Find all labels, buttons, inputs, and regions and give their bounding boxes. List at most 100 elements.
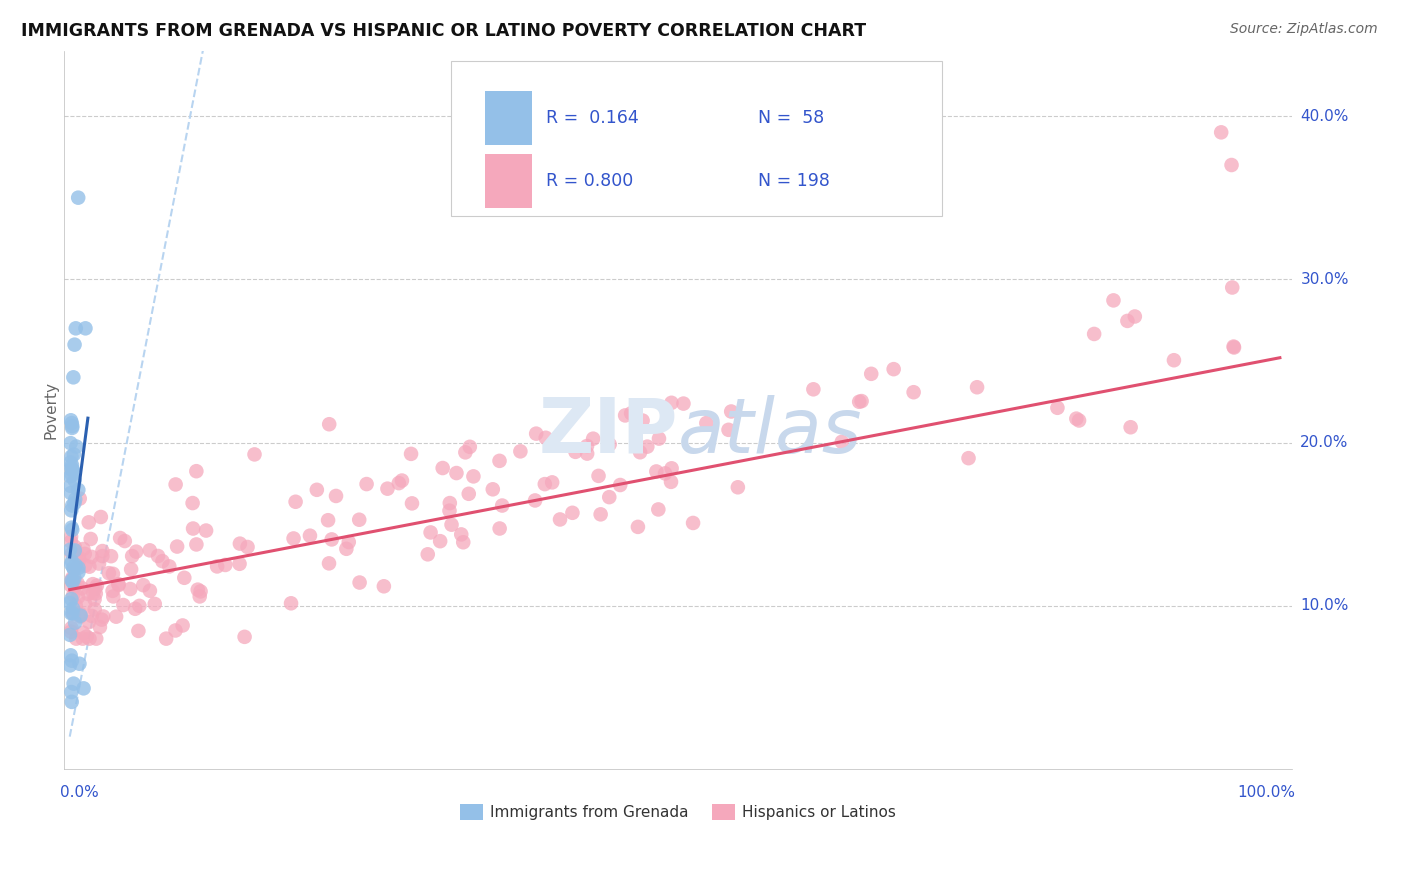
Point [349, 575, 371, 590]
Point [67, 550, 90, 565]
Point [416, 547, 439, 561]
Point [720, 404, 742, 418]
Point [62, 676, 84, 690]
Point [72, 541, 94, 556]
Point [59, 658, 82, 673]
Point [60, 547, 83, 561]
Point [143, 597, 166, 611]
Point [114, 534, 136, 549]
Point [429, 534, 451, 549]
Point [831, 434, 853, 449]
Y-axis label: Poverty: Poverty [44, 381, 58, 439]
Point [576, 439, 599, 453]
Point [59, 456, 82, 470]
Point [59, 624, 82, 639]
Point [69, 607, 91, 621]
Point [103, 590, 125, 604]
Point [91, 609, 114, 624]
Point [62, 607, 84, 621]
Point [63, 562, 86, 576]
Point [87, 557, 110, 571]
Text: 0.0%: 0.0% [60, 785, 98, 800]
Point [60, 450, 83, 464]
Point [67, 590, 90, 604]
Point [457, 487, 479, 501]
Point [1211, 125, 1233, 139]
Point [63, 337, 86, 351]
Point [67, 483, 90, 497]
Point [337, 535, 360, 549]
Point [125, 544, 148, 558]
Point [1116, 314, 1139, 328]
Point [541, 475, 564, 490]
Point [848, 394, 870, 409]
Point [67, 566, 90, 580]
Point [440, 517, 463, 532]
Point [59, 606, 82, 620]
Point [165, 477, 187, 491]
Point [59, 542, 82, 557]
Point [69, 609, 91, 624]
Point [60, 571, 83, 585]
Point [112, 598, 135, 612]
Point [166, 540, 188, 554]
Point [488, 454, 510, 468]
Text: ZIP: ZIP [538, 394, 678, 468]
Point [548, 512, 571, 526]
Point [60, 461, 83, 475]
Point [399, 447, 422, 461]
Point [458, 440, 481, 454]
Point [59, 436, 82, 450]
Point [1046, 401, 1069, 415]
Point [107, 578, 129, 592]
Point [347, 513, 370, 527]
Point [79, 559, 101, 574]
Point [75, 321, 97, 335]
Point [321, 533, 343, 547]
Point [377, 482, 399, 496]
Point [966, 380, 988, 394]
Point [659, 475, 682, 489]
Point [80, 608, 103, 623]
Point [155, 632, 177, 646]
Point [318, 557, 340, 571]
Point [127, 624, 149, 638]
Point [63, 448, 86, 462]
Point [84, 586, 107, 600]
Point [1163, 353, 1185, 368]
Point [59, 578, 82, 592]
Point [588, 469, 610, 483]
Point [60, 468, 83, 483]
Point [388, 476, 411, 491]
Point [60, 530, 83, 544]
Point [60, 458, 83, 472]
Point [1083, 326, 1105, 341]
Point [451, 535, 474, 549]
Bar [485, 153, 531, 208]
Point [60, 419, 83, 434]
Point [59, 486, 82, 500]
Point [229, 536, 252, 550]
Point [59, 534, 82, 549]
Point [860, 367, 883, 381]
Point [432, 461, 454, 475]
Point [83, 592, 105, 607]
Point [67, 561, 90, 575]
Point [305, 483, 328, 497]
Point [60, 523, 83, 537]
Point [63, 615, 86, 630]
Point [63, 574, 86, 589]
Point [62, 370, 84, 384]
Point [614, 409, 637, 423]
Point [62, 601, 84, 615]
Point [65, 599, 87, 613]
Point [695, 416, 717, 430]
Point [69, 657, 91, 671]
Point [80, 549, 103, 564]
Point [80, 532, 103, 546]
Point [59, 628, 82, 642]
Point [187, 582, 209, 597]
Point [1067, 413, 1090, 427]
Point [146, 549, 169, 563]
Point [284, 495, 307, 509]
